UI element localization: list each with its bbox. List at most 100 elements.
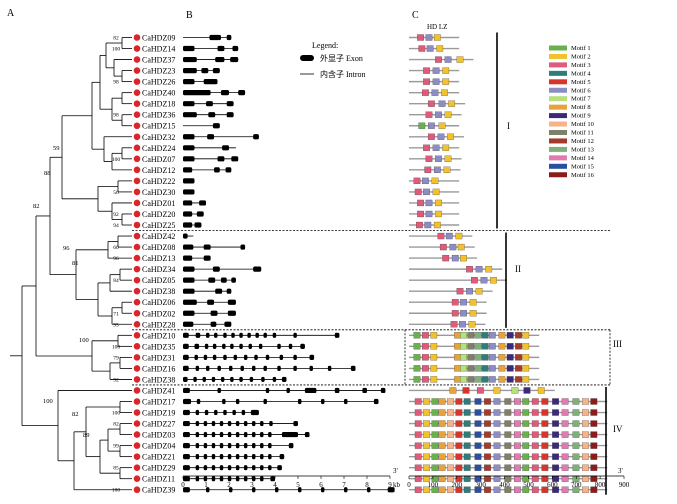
exon-block [277, 465, 282, 471]
exon-block [195, 332, 201, 338]
exon-block [211, 454, 216, 460]
motif-box [467, 332, 475, 339]
bootstrap-value: 100 [112, 157, 121, 163]
gene-marker [133, 387, 141, 394]
motif-box [511, 387, 519, 394]
motif-box [572, 420, 580, 427]
gene-row: CaHDZ23 [133, 67, 460, 76]
motif-box [423, 464, 430, 471]
exon-block [183, 376, 188, 383]
exon-block [239, 343, 243, 349]
motif-box [414, 453, 422, 460]
motif-box [590, 486, 598, 493]
exon-block [212, 123, 220, 129]
axis-tick-label: 800 [595, 481, 606, 489]
exon-block [196, 398, 201, 405]
motif-box [427, 122, 435, 129]
exon-block [201, 67, 209, 74]
gene-name: CaHDZ11 [142, 475, 175, 484]
exon-block [211, 476, 216, 482]
gene-name: CaHDZ15 [142, 122, 175, 131]
motif-box [582, 420, 589, 427]
motif-box [590, 453, 598, 460]
motif-box [485, 266, 493, 273]
motif-legend-swatch [549, 70, 567, 76]
exon-block [217, 365, 221, 371]
motif-box [522, 365, 530, 372]
exon-block [194, 222, 202, 228]
exon-block [265, 387, 270, 394]
motif-box [430, 376, 438, 383]
motif-legend-swatch [549, 163, 567, 169]
gene-row: CaHDZ07 100 [112, 155, 462, 164]
gene-marker [133, 309, 141, 317]
motif-box [474, 365, 482, 372]
motif-box [414, 420, 422, 427]
motif-box [438, 398, 446, 405]
gene-name: CaHDZ41 [142, 386, 175, 395]
gene-marker [133, 243, 141, 251]
motif-box [582, 464, 589, 471]
exon-block [231, 332, 235, 338]
exon-block [183, 79, 195, 85]
motif-box [455, 409, 463, 416]
motif-box [443, 166, 451, 173]
motif-box [484, 409, 491, 416]
exon-block [250, 409, 259, 416]
motif-box [425, 199, 433, 207]
gene-marker [133, 453, 141, 460]
motif-box [541, 486, 549, 493]
exon-block [219, 454, 224, 460]
motif-legend-swatch [549, 45, 567, 51]
motif-legend-label: Motif 14 [571, 155, 595, 162]
motif-box [493, 420, 501, 427]
motif-box [427, 100, 435, 107]
exon-block [211, 376, 216, 383]
gene-row: CaHDZ40 [133, 89, 460, 98]
gene-row: CaHDZ34 [133, 265, 503, 274]
motif-box [460, 365, 467, 372]
bootstrap-value: 100 [112, 344, 121, 350]
motif-box [552, 398, 559, 405]
exon-block [238, 90, 246, 96]
motif-box [430, 332, 438, 339]
exon-block [327, 365, 332, 371]
exon-block [211, 443, 216, 449]
motif-box [541, 420, 549, 427]
axis-end-label: 3' [618, 467, 623, 475]
gene-marker [133, 287, 141, 295]
bootstrap-value: 79 [113, 355, 119, 361]
axis-tick-label: 6 [319, 481, 323, 489]
motif-legend-label: Motif 5 [571, 79, 591, 86]
motif-box [522, 464, 530, 471]
exon-block [183, 454, 190, 460]
exon-block [252, 454, 256, 460]
motif-box [447, 431, 454, 438]
motif-box [413, 332, 421, 339]
motif-box [552, 420, 559, 427]
motif-box [460, 354, 467, 361]
motif-box [435, 111, 442, 118]
motif-box [484, 453, 491, 460]
motif-legend-label: Motif 12 [571, 138, 594, 145]
motif-box [418, 45, 426, 52]
gene-row: CaHDZ38 92 [113, 375, 540, 384]
motif-box [438, 420, 446, 427]
exon-block [203, 79, 218, 85]
gene-name: CaHDZ01 [142, 199, 175, 208]
gene-row: CaHDZ01 [133, 199, 460, 208]
exon-block [183, 431, 190, 438]
motif-box [455, 442, 463, 449]
motif-box [444, 56, 452, 63]
motif-box [431, 464, 439, 471]
gene-row: CaHDZ17 [133, 397, 608, 406]
exon-block [183, 443, 190, 449]
motif-box [460, 332, 467, 339]
motif-box [474, 354, 482, 361]
motif-box [498, 343, 506, 350]
motif-box [438, 486, 446, 493]
exon-block [183, 222, 193, 228]
motif-box [459, 321, 466, 328]
motif-box [531, 486, 539, 493]
motif-box [438, 431, 446, 438]
